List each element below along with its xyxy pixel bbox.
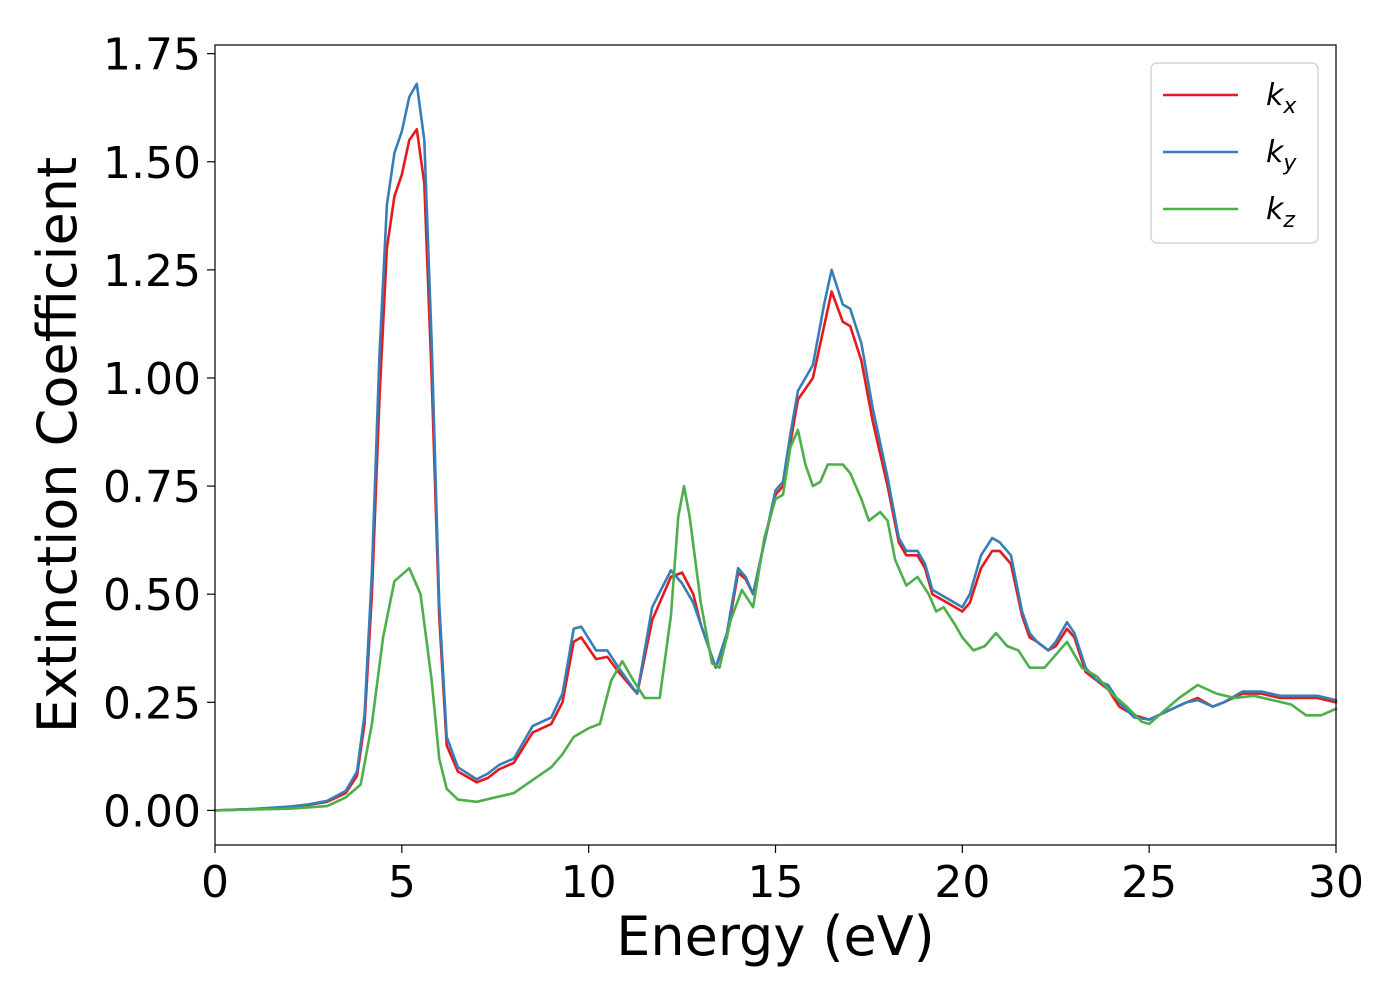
y-axis-ticks: 0.00 0.25 0.50 0.75 1.00 1.25 1.50 1.75 [103, 30, 215, 837]
legend-label-z: kz [1266, 192, 1295, 233]
series-layer [213, 82, 1338, 812]
y-tick-label: 0.50 [103, 570, 201, 621]
x-tick-label: 10 [561, 857, 617, 908]
y-tick-label: 0.00 [103, 786, 201, 837]
legend: kx ky kz [1150, 62, 1319, 244]
legend-label-y: ky [1266, 135, 1297, 176]
x-tick-label: 5 [388, 857, 416, 908]
legend-label-x: kx [1266, 78, 1297, 119]
x-axis-title: Energy (eV) [616, 905, 935, 968]
y-tick-label: 0.75 [103, 462, 201, 513]
y-tick-label: 1.25 [103, 246, 201, 297]
x-tick-label: 0 [201, 857, 229, 908]
series-line-z [213, 428, 1338, 812]
y-tick-label: 0.25 [103, 678, 201, 729]
x-tick-label: 30 [1308, 857, 1364, 908]
y-tick-label: 1.50 [103, 138, 201, 189]
y-axis-title: Extinction Coefficient [26, 157, 89, 733]
x-axis-ticks: 0 5 10 15 20 25 30 [201, 845, 1364, 908]
x-tick-label: 25 [1121, 857, 1177, 908]
y-tick-label: 1.00 [103, 354, 201, 405]
x-tick-label: 15 [748, 857, 804, 908]
y-tick-label: 1.75 [103, 30, 201, 81]
x-tick-label: 20 [934, 857, 990, 908]
series-line-y [213, 82, 1338, 812]
